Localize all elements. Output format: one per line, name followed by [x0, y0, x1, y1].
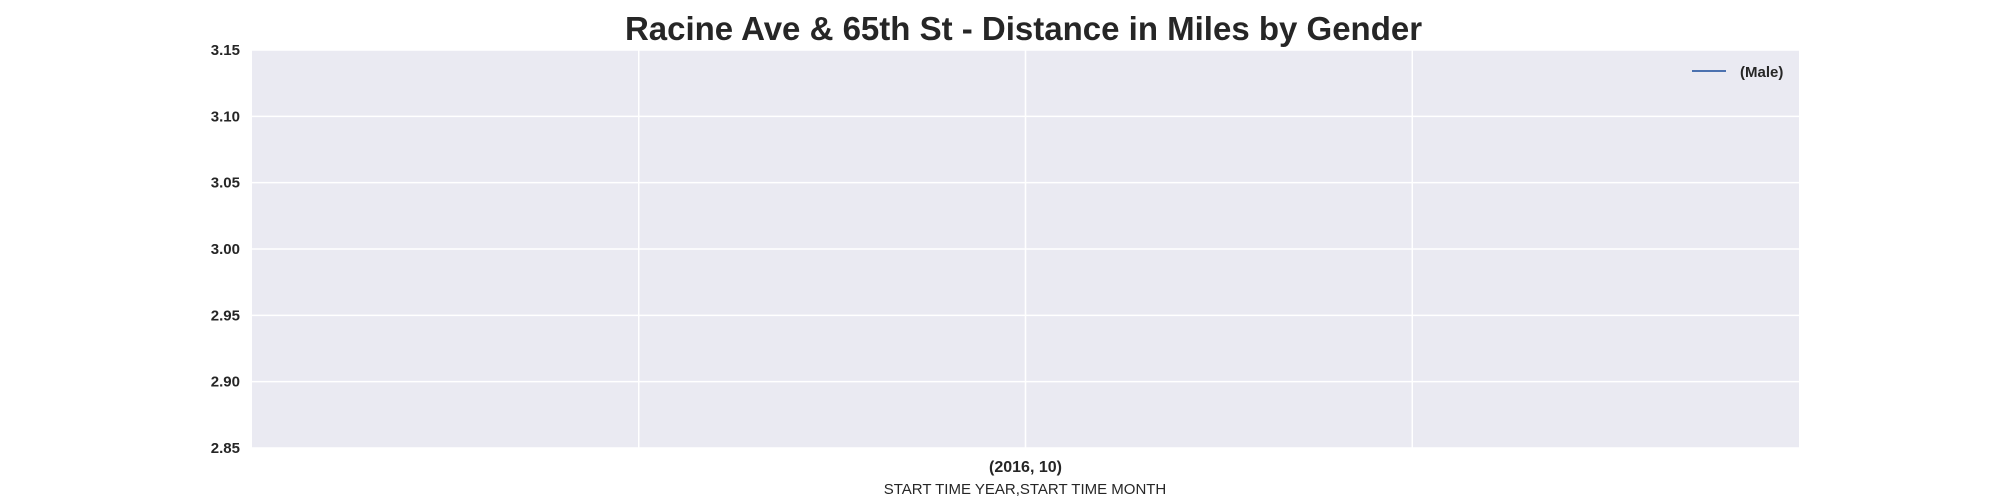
- x-axis-label: START TIME YEAR,START TIME MONTH: [884, 481, 1167, 498]
- x-tick-label: (2016, 10): [989, 459, 1062, 476]
- y-tick-label: 3.15: [211, 42, 240, 59]
- y-tick-label: 3.10: [211, 108, 240, 125]
- y-tick-label: 2.85: [211, 440, 240, 457]
- y-axis-ticks: 3.15 3.10 3.05 3.00 2.95 2.90 2.85: [211, 42, 240, 457]
- y-tick-label: 3.05: [211, 175, 240, 192]
- legend-label-male: (Male): [1740, 64, 1783, 81]
- legend: (Male): [1692, 64, 1783, 81]
- chart-title: Racine Ave & 65th St - Distance in Miles…: [624, 10, 1423, 47]
- y-tick-label: 2.90: [211, 374, 240, 391]
- x-axis-ticks: (2016, 10): [989, 459, 1062, 476]
- grid-lines: [252, 49, 1799, 449]
- y-tick-label: 2.95: [211, 307, 240, 324]
- y-tick-label: 3.00: [211, 241, 240, 258]
